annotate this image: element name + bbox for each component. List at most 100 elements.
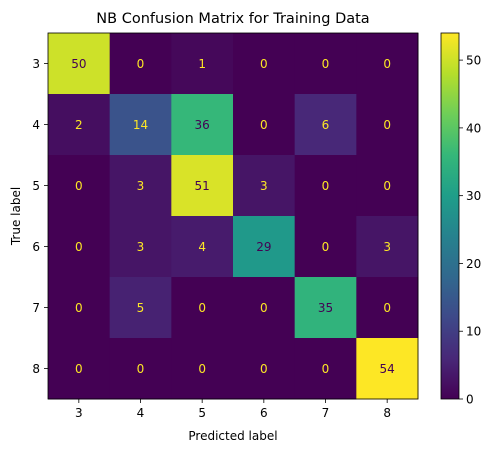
matrix-cells (48, 33, 419, 400)
cell-value-label: 0 (137, 362, 145, 376)
matrix-cell (294, 277, 357, 339)
matrix-cell (233, 338, 296, 400)
cell-value-label: 3 (137, 179, 145, 193)
cell-value-label: 0 (322, 57, 330, 71)
cell-value-label: 0 (75, 179, 83, 193)
matrix-cell (109, 216, 172, 278)
x-tick-label: 8 (383, 406, 391, 420)
cell-value-label: 3 (137, 240, 145, 254)
colorbar-tick-label: 40 (466, 121, 481, 135)
cell-value-label: 0 (137, 57, 145, 71)
matrix-cell (171, 216, 234, 278)
cell-value-label: 3 (260, 179, 268, 193)
y-tick-label: 3 (32, 57, 40, 71)
matrix-cell (356, 155, 419, 217)
cell-value-label: 0 (322, 362, 330, 376)
cell-value-label: 14 (133, 118, 148, 132)
matrix-cell (233, 216, 296, 278)
cell-value-label: 0 (383, 179, 391, 193)
x-tick-label: 3 (75, 406, 83, 420)
matrix-cell (356, 216, 419, 278)
matrix-cell (48, 155, 111, 217)
matrix-cell (294, 155, 357, 217)
matrix-cell (109, 33, 172, 95)
matrix-cell (294, 33, 357, 95)
cell-value-label: 0 (322, 240, 330, 254)
cell-value-label: 0 (260, 118, 268, 132)
matrix-cell (109, 94, 172, 156)
cell-value-label: 5 (137, 301, 145, 315)
matrix-cell (171, 33, 234, 95)
colorbar (440, 32, 460, 400)
x-tick-label: 7 (322, 406, 330, 420)
matrix-cell (233, 33, 296, 95)
matrix-cell (171, 155, 234, 217)
colorbar-tick-label: 20 (466, 257, 481, 271)
matrix-cell (233, 277, 296, 339)
cell-value-label: 4 (198, 240, 206, 254)
cell-value-label: 0 (198, 362, 206, 376)
cell-value-label: 0 (383, 301, 391, 315)
matrix-cell (356, 33, 419, 95)
colorbar-tick-label: 10 (466, 325, 481, 339)
x-axis-ticks: 3 4 5 6 7 8 (75, 399, 391, 420)
matrix-cell (109, 338, 172, 400)
y-tick-label: 4 (32, 118, 40, 132)
matrix-cell (294, 338, 357, 400)
matrix-cell (171, 94, 234, 156)
matrix-cell (356, 338, 419, 400)
matrix-cell (171, 338, 234, 400)
colorbar-tick-label: 0 (466, 393, 474, 407)
cell-value-label: 36 (195, 118, 210, 132)
cell-value-label: 2 (75, 118, 83, 132)
matrix-cell (171, 277, 234, 339)
cell-value-label: 3 (383, 240, 391, 254)
matrix-cell (294, 216, 357, 278)
y-axis-label: True label (9, 187, 23, 246)
x-tick-label: 6 (260, 406, 268, 420)
matrix-cell (48, 94, 111, 156)
cell-value-label: 0 (75, 240, 83, 254)
y-tick-label: 5 (32, 179, 40, 193)
cell-value-label: 0 (198, 301, 206, 315)
cell-value-label: 50 (71, 57, 86, 71)
matrix-cell (48, 277, 111, 339)
matrix-cell-labels: 50 0 1 0 0 02 14 36 0 6 00 3 51 3 0 00 3 4 29 0 30 5 0 0 35 00 0 0 0… (71, 57, 395, 376)
x-axis-label: Predicted label (188, 429, 277, 443)
y-tick-label: 7 (32, 301, 40, 315)
cell-value-label: 51 (195, 179, 210, 193)
cell-value-label: 0 (260, 301, 268, 315)
y-tick-label: 8 (32, 362, 40, 376)
cell-value-label: 0 (260, 362, 268, 376)
cell-value-label: 0 (322, 179, 330, 193)
matrix-cell (109, 277, 172, 339)
matrix-cell (109, 155, 172, 217)
matrix-cell (356, 277, 419, 339)
matrix-cell (48, 338, 111, 400)
cell-value-label: 54 (380, 362, 395, 376)
matrix-frame (47, 32, 419, 400)
cell-value-label: 0 (75, 301, 83, 315)
cell-value-label: 0 (260, 57, 268, 71)
matrix-cell (233, 155, 296, 217)
matrix-cell (48, 216, 111, 278)
y-axis-ticks: 3 4 5 6 7 8 (32, 57, 48, 376)
cell-value-label: 0 (75, 362, 83, 376)
x-tick-label: 5 (198, 406, 206, 420)
cell-value-label: 6 (322, 118, 330, 132)
matrix-cell (48, 33, 111, 95)
chart-title: NB Confusion Matrix for Training Data (96, 11, 369, 27)
y-tick-label: 6 (32, 240, 40, 254)
matrix-cell (233, 94, 296, 156)
cell-value-label: 0 (383, 57, 391, 71)
matrix-cell (356, 94, 419, 156)
colorbar-tick-label: 50 (466, 54, 481, 68)
colorbar-tick-label: 30 (466, 189, 481, 203)
cell-value-label: 1 (198, 57, 206, 71)
matrix-cell (294, 94, 357, 156)
colorbar-ticks: 0 10 20 30 40 50 (459, 54, 481, 407)
cell-value-label: 35 (318, 301, 333, 315)
x-tick-label: 4 (137, 406, 145, 420)
cell-value-label: 29 (256, 240, 271, 254)
